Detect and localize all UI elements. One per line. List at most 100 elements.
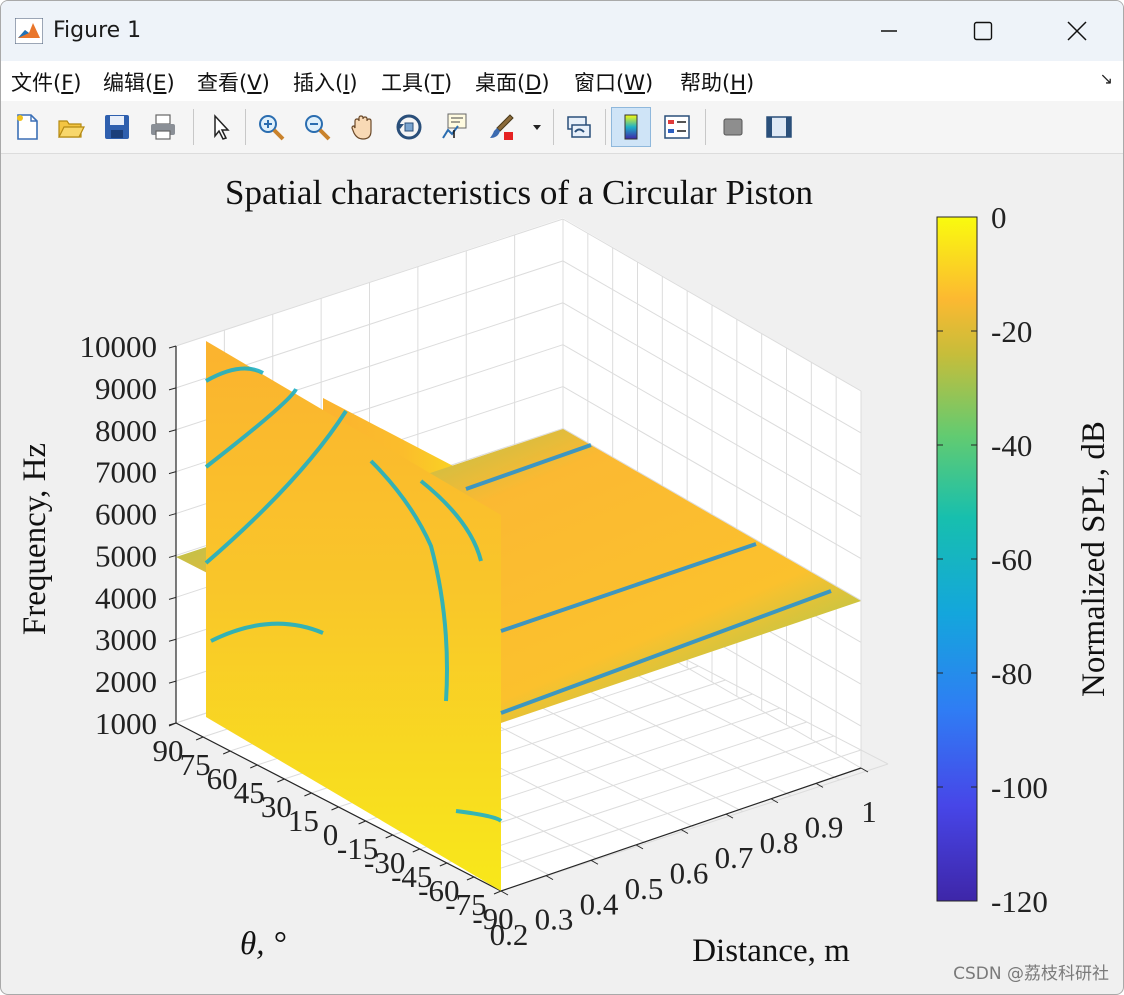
- frequency-tick-label: 6000: [95, 497, 157, 532]
- pointer-icon: [214, 114, 230, 140]
- show-plot-tools-button[interactable]: [759, 107, 799, 147]
- open-file-icon: [58, 120, 85, 138]
- rotate-3d-button[interactable]: [389, 107, 429, 147]
- frequency-tick-label: 7000: [95, 455, 157, 490]
- undock-arrow-icon[interactable]: ↘: [1099, 71, 1113, 88]
- brush-button[interactable]: [481, 107, 521, 147]
- frequency-tick: [168, 554, 177, 558]
- save-button[interactable]: [97, 107, 137, 147]
- menu-view[interactable]: 查看(V): [197, 71, 270, 95]
- theta-tick-label: 75: [180, 747, 211, 782]
- theta-tick-label: -30: [364, 845, 405, 880]
- menu-insert[interactable]: 插入(I): [293, 71, 358, 95]
- pointer-button[interactable]: [199, 107, 239, 147]
- brush-icon: [490, 114, 514, 140]
- pan-button[interactable]: [343, 107, 383, 147]
- theta-tick-label: -75: [445, 887, 486, 922]
- window-title: Figure 1: [53, 18, 142, 43]
- open-file-button[interactable]: [51, 107, 91, 147]
- toolbar-separator: [605, 109, 606, 145]
- frequency-tick-label: 4000: [95, 580, 157, 615]
- plot-area[interactable]: 1000200030004000500060007000800090001000…: [1, 154, 1123, 994]
- figure-toolbar: [1, 101, 1123, 154]
- close-button[interactable]: [1031, 1, 1123, 61]
- menu-tools[interactable]: 工具(T): [381, 71, 453, 95]
- distance-axis: 0.2 0.3 0.4 0.5 0.6 0.7 0.8 0.9 1: [490, 767, 877, 952]
- title-bar[interactable]: Figure 1: [1, 1, 1123, 61]
- theta-tick: [250, 764, 258, 769]
- theta-tick-label: 0: [323, 817, 339, 852]
- frequency-tick: [168, 680, 177, 684]
- show-plot-tools-icon: [766, 116, 792, 138]
- theta-tick-label: 90: [153, 733, 184, 768]
- distance-tick-label: 0.2: [490, 917, 529, 952]
- frequency-tick: [168, 345, 177, 349]
- distance-tick-label: 0.7: [715, 840, 754, 875]
- distance-tick-label: 0.6: [670, 856, 709, 891]
- distance-tick: [500, 890, 509, 896]
- print-icon: [151, 114, 175, 140]
- legend-icon: [664, 115, 690, 139]
- theta-tick-label: -15: [337, 831, 378, 866]
- distance-tick-label: 0.4: [580, 886, 619, 921]
- colorbar-icon: [624, 114, 638, 140]
- new-figure-icon: [17, 114, 38, 140]
- distance-tick: [860, 767, 869, 773]
- frequency-tick: [168, 638, 177, 642]
- theta-tick: [466, 876, 475, 881]
- frequency-tick-label: 5000: [95, 538, 157, 573]
- distance-tick: [635, 844, 644, 850]
- theta-tick: [493, 890, 502, 895]
- frequency-tick-label: 10000: [80, 329, 158, 364]
- watermark: CSDN @荔枝科研社: [953, 964, 1109, 984]
- theta-tick: [195, 736, 204, 741]
- menu-file[interactable]: 文件(F): [11, 71, 82, 95]
- colorbar-button[interactable]: [611, 107, 651, 147]
- colorbar-tick-label: -80: [991, 656, 1032, 691]
- zoom-in-button[interactable]: [251, 107, 291, 147]
- hide-plot-tools-button[interactable]: [713, 107, 753, 147]
- link-plot-button[interactable]: [559, 107, 599, 147]
- distance-tick-label: 0.8: [760, 825, 799, 860]
- frequency-tick: [168, 429, 177, 433]
- theta-tick-label: -60: [418, 873, 459, 908]
- distance-tick: [680, 829, 689, 834]
- distance-tick-label: 0.3: [535, 902, 574, 937]
- frequency-tick-label: 2000: [95, 664, 157, 699]
- theta-tick: [358, 820, 366, 825]
- frequency-tick-label: 8000: [95, 413, 157, 448]
- menu-window[interactable]: 窗口(W): [574, 71, 654, 95]
- theta-axis-label: θ, °: [240, 926, 286, 962]
- toolbar-separator: [705, 109, 706, 145]
- distance-tick-label: 0.9: [805, 809, 844, 844]
- distance-tick-label: 0.5: [625, 871, 664, 906]
- menu-desktop[interactable]: 桌面(D): [475, 71, 550, 95]
- theta-tick: [168, 722, 177, 727]
- print-button[interactable]: [143, 107, 183, 147]
- zoom-out-button[interactable]: [297, 107, 337, 147]
- pan-icon: [351, 115, 372, 140]
- data-cursor-button[interactable]: [435, 107, 475, 147]
- menu-help[interactable]: 帮助(H): [680, 71, 755, 95]
- maximize-icon: [973, 21, 993, 41]
- link-plot-icon: [567, 116, 591, 138]
- distance-tick: [770, 798, 779, 804]
- brush-dropdown-button[interactable]: [527, 107, 547, 147]
- legend-button[interactable]: [657, 107, 697, 147]
- colorbar-ticks: 0 -20 -40 -60 -80 -100 -120: [937, 200, 1048, 919]
- slice-distance-0.2: [206, 341, 501, 891]
- minimize-button[interactable]: [843, 1, 935, 61]
- maximize-button[interactable]: [937, 1, 1029, 61]
- theta-tick-label: 45: [234, 775, 265, 810]
- colorbar[interactable]: [936, 216, 978, 902]
- new-figure-button[interactable]: [7, 107, 47, 147]
- frequency-tick: [168, 471, 177, 475]
- frequency-tick: [168, 513, 177, 517]
- hide-plot-tools-icon: [723, 118, 743, 136]
- distance-axis-label: Distance, m: [692, 933, 850, 969]
- minimize-icon: [881, 30, 897, 32]
- theta-tick: [385, 834, 393, 839]
- menu-edit[interactable]: 编辑(E): [103, 71, 175, 95]
- colorbar-label: Normalized SPL, dB: [1076, 421, 1112, 697]
